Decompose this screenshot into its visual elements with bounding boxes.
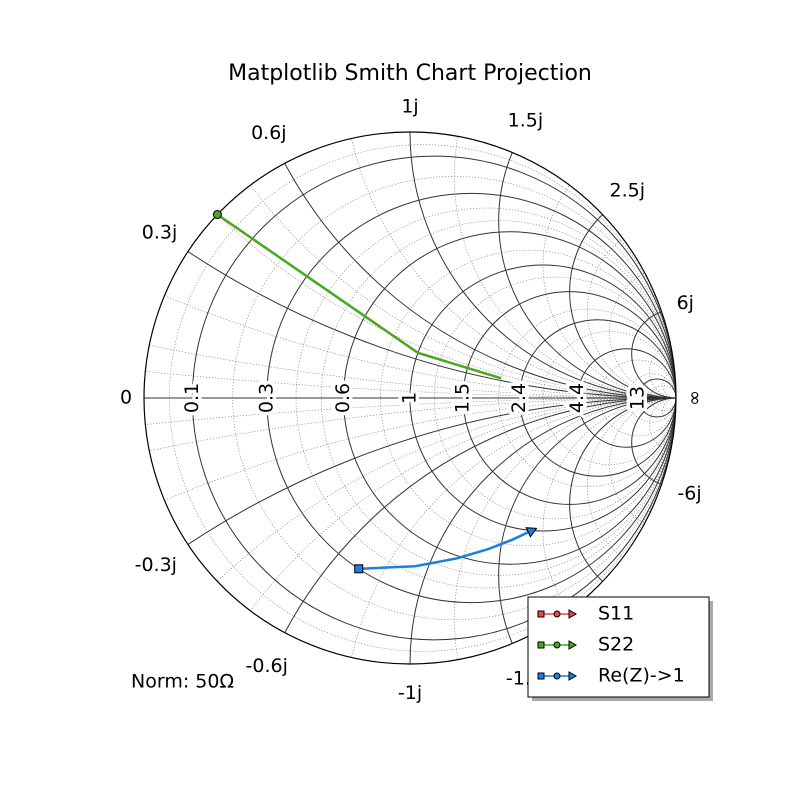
imag-tick-label: 0.3j: [142, 221, 178, 243]
imag-tick-label: 6j: [677, 292, 694, 314]
legend-marker: [554, 611, 560, 617]
imag-tick-label: 1.5j: [508, 110, 544, 132]
legend-marker: [554, 673, 560, 679]
real-tick-label: 1: [399, 392, 421, 404]
legend-label: S22: [598, 634, 634, 656]
start-marker: [355, 565, 363, 573]
imag-tick-label: -6j: [677, 482, 701, 504]
imag-tick-label: 0.6j: [251, 122, 287, 144]
real-tick-label: 0: [120, 387, 132, 409]
real-tick-label: ∞: [684, 390, 706, 406]
real-tick-label: 1.5: [452, 383, 474, 413]
norm-label: Norm: 50Ω: [131, 671, 234, 693]
real-tick-label: 0.3: [255, 383, 277, 413]
real-tick-label: 0.1: [181, 383, 203, 413]
legend-marker: [538, 611, 544, 617]
imag-tick-label: -1j: [398, 682, 422, 704]
real-tick-label: 4.4: [566, 383, 588, 413]
start-marker: [213, 211, 221, 219]
real-tick-label: 2.4: [508, 383, 530, 413]
legend-marker: [554, 642, 560, 648]
imag-tick-label: 2.5j: [609, 180, 645, 202]
legend-marker: [538, 642, 544, 648]
chart-title: Matplotlib Smith Chart Projection: [228, 61, 592, 86]
imag-tick-label: -0.3j: [135, 554, 177, 576]
real-tick-label: 0.6: [332, 383, 354, 413]
real-tick-label: 13: [627, 386, 649, 410]
legend-marker: [538, 673, 544, 679]
legend-label: S11: [598, 603, 634, 625]
imag-tick-label: -0.6j: [246, 655, 288, 677]
legend-label: Re(Z)->1: [598, 665, 685, 687]
imag-tick-label: 1j: [401, 96, 418, 118]
